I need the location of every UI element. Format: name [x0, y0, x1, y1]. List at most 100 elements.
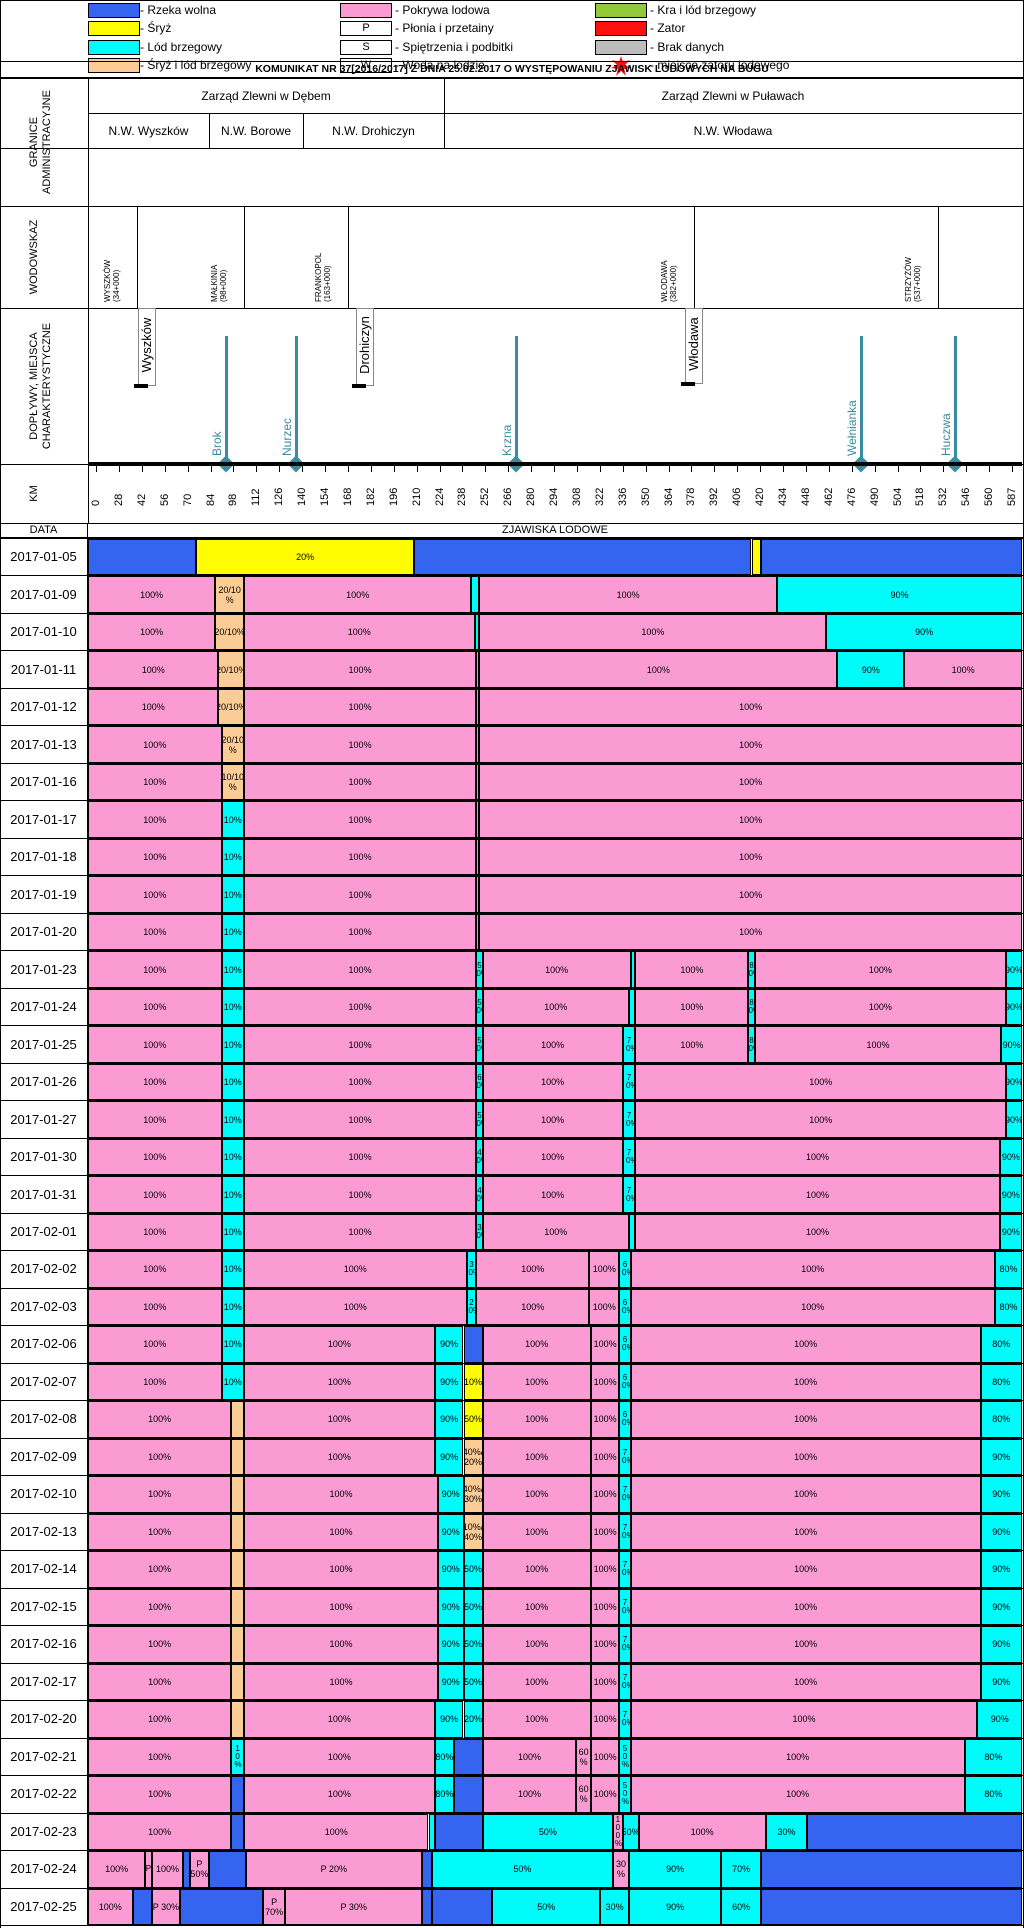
- ice-segment: 30 %: [613, 1851, 629, 1888]
- ice-segment: [434, 1813, 483, 1851]
- ice-segment: 10%: [463, 1363, 483, 1401]
- ice-segment: 100%: [638, 1813, 766, 1851]
- km-tick: [576, 466, 578, 472]
- segment-label: 100%: [739, 927, 763, 938]
- ice-segment: 80%: [748, 951, 755, 988]
- ice-segment: 100%: [630, 1626, 981, 1663]
- legend-label: - Śryż: [140, 21, 172, 35]
- segment-label: 50%: [464, 1676, 483, 1687]
- row-date: 2017-01-10: [0, 612, 88, 651]
- ice-segment: 100%: [88, 1213, 222, 1251]
- ice-segment: 90%: [438, 1588, 464, 1626]
- ice-segment: 100%: [88, 1063, 222, 1101]
- legend-swatch-kra: [595, 3, 647, 18]
- segment-label: 100%: [593, 1789, 617, 1800]
- segment-label: 100%: [327, 1451, 351, 1462]
- row-divider: [0, 1475, 1024, 1477]
- km-tick-label: 238: [456, 487, 469, 506]
- row-date: 2017-01-19: [0, 875, 88, 913]
- ice-segment: 100%: [243, 1101, 477, 1138]
- row-date: 2017-02-16: [0, 1625, 88, 1663]
- row-divider: [0, 650, 1024, 652]
- ice-segment: 60%: [721, 1888, 762, 1925]
- segment-label: 100%: [348, 1114, 372, 1125]
- row-date: 2017-01-13: [0, 725, 88, 763]
- gauge-km: (537+000): [913, 265, 922, 302]
- segment-label: 100%: [143, 1264, 167, 1275]
- ice-segment: 30%: [466, 1251, 477, 1288]
- row-divider: [0, 1062, 1024, 1064]
- km-tick: [1012, 466, 1013, 472]
- tributary-label: Wełnianka: [845, 400, 859, 456]
- row-divider: [0, 78, 1024, 79]
- ice-segment: [231, 1588, 244, 1626]
- km-tick: [783, 466, 784, 472]
- ice-segment: 100%: [630, 1776, 965, 1813]
- km-tick-label: 28: [112, 493, 125, 506]
- ice-segment: 100%: [482, 1176, 623, 1213]
- ice-segment: [471, 576, 480, 613]
- segment-label: 100%: [329, 1526, 353, 1537]
- segment-label: 10%: [223, 964, 242, 975]
- ice-segment: 90%: [434, 1326, 464, 1363]
- zarzad-name: Zarząd Zlewni w Puławach: [661, 88, 805, 103]
- ice-segment: 100%: [590, 1401, 620, 1438]
- segment-label: 100%: [541, 1039, 565, 1050]
- ice-segment: 100%: [904, 651, 1022, 688]
- ice-segment: 100%: [635, 1138, 1000, 1176]
- segment-label: 10%: [223, 1152, 242, 1163]
- section-header: ZJAWISKA LODOWE: [502, 524, 608, 536]
- segment-label: 100%: [739, 777, 763, 788]
- ice-segment: 10%: [221, 1176, 244, 1213]
- km-tick: [943, 466, 945, 472]
- segment-label: 100%: [792, 1714, 816, 1725]
- segment-label: 100%: [794, 1601, 818, 1612]
- segment-label: 100%: [592, 1264, 616, 1275]
- ice-segment: 100%: [482, 1626, 591, 1663]
- km-axis-line: [88, 462, 1022, 466]
- segment-label: 100%: [348, 739, 372, 750]
- segment-label: 100%: [327, 1789, 351, 1800]
- ice-segment: [751, 539, 762, 576]
- km-tick: [714, 466, 716, 472]
- km-tick: [141, 466, 143, 472]
- row-divider: [0, 800, 1024, 802]
- segment-label: 100%: [690, 1826, 714, 1837]
- ice-segment: 100%: [88, 988, 222, 1026]
- row-date: 2017-01-09: [0, 575, 88, 613]
- ice-segment: [208, 1851, 246, 1888]
- segment-label: 100%: [544, 1002, 568, 1013]
- ice-segment: 100%: [630, 1588, 981, 1626]
- ice-segment: 90%: [980, 1663, 1022, 1701]
- ice-segment: 30%: [765, 1813, 808, 1851]
- ice-segment: [476, 688, 480, 726]
- segment-label: 100%: [327, 1376, 351, 1387]
- nadzor-name: N.W. Wyszków: [108, 123, 189, 138]
- segment-label: 70%: [625, 1148, 634, 1166]
- segment-label: 100%: [541, 1077, 565, 1088]
- ice-segment: 100%: [630, 1551, 981, 1588]
- ice-segment: 100%: [88, 576, 216, 613]
- segment-label: 90%: [441, 1489, 460, 1500]
- segment-label: 100%: [143, 852, 167, 863]
- segment-label: 90%: [992, 1564, 1011, 1575]
- ice-segment: [463, 1326, 483, 1363]
- segment-label: 90%: [992, 1639, 1011, 1650]
- ice-segment: 100%: [243, 1026, 477, 1063]
- segment-label: 90%: [441, 1564, 460, 1575]
- ice-segment: 100%: [243, 1551, 439, 1588]
- ice-segment: 90%: [980, 1626, 1022, 1663]
- ice-segment: 100%: [243, 876, 477, 913]
- segment-label: P 30%: [152, 1901, 180, 1912]
- row-divider: [0, 538, 1024, 539]
- segment-label: 70%: [622, 1485, 630, 1503]
- km-tick-label: 322: [593, 487, 606, 506]
- ice-segment: 90%: [438, 1513, 464, 1551]
- ice-segment: 100%: [482, 1138, 623, 1176]
- ice-segment: 80%: [980, 1363, 1022, 1401]
- row-date: 2017-01-27: [0, 1100, 88, 1138]
- ice-segment: 90%: [628, 1851, 722, 1888]
- ice-segment: 100%: [243, 613, 475, 651]
- ice-segment: 10%: [221, 838, 244, 876]
- row-date: 2017-01-23: [0, 950, 88, 988]
